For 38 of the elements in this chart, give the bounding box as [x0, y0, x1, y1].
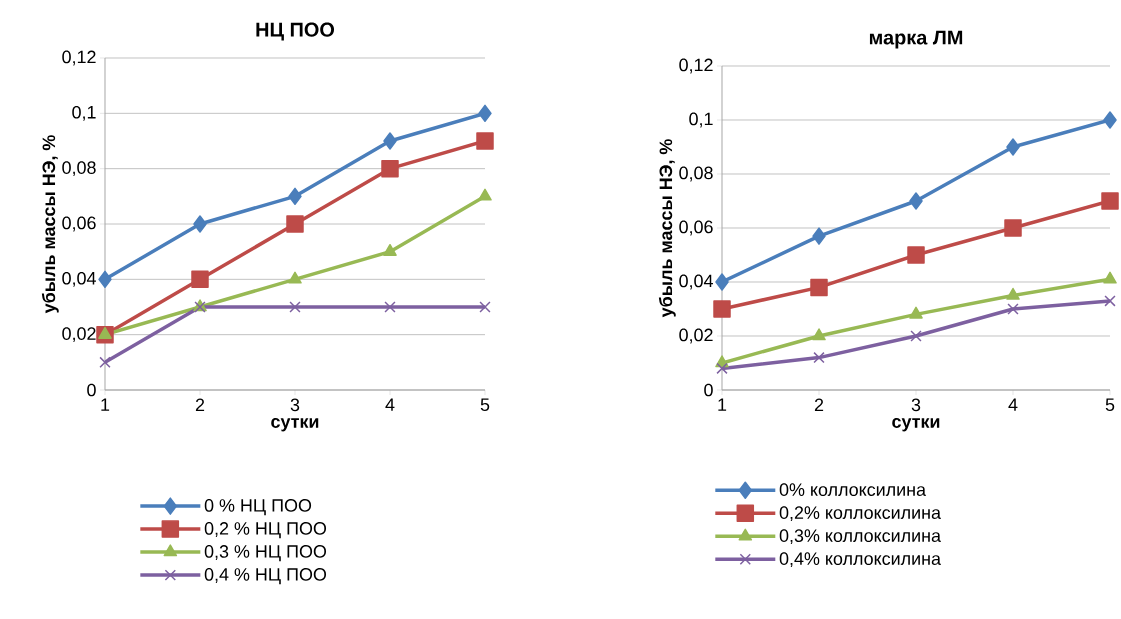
legend-label: 0,3 % НЦ ПОО — [204, 545, 327, 562]
chart-title: НЦ ПОО — [256, 22, 335, 41]
y-tick-label: 0,1 — [72, 105, 96, 121]
legend-label: 0% коллоксилина — [779, 483, 927, 496]
y-axis-title: убыль массы НЭ, % — [658, 139, 676, 318]
y-tick-label: 0,04 — [62, 271, 96, 287]
x-tick-label: 3 — [290, 398, 300, 412]
y-tick-label: 0,02 — [62, 327, 96, 343]
y-tick-label: 0,08 — [679, 166, 713, 182]
y-tick-label: 0,04 — [679, 274, 713, 290]
y-axis-title: убыль массы НЭ, % — [41, 135, 59, 314]
legend-label: 0 % НЦ ПОО — [204, 499, 312, 516]
x-tick-label: 2 — [814, 398, 824, 412]
x-tick-label: 1 — [101, 398, 110, 411]
x-axis-title: сутки — [271, 418, 319, 432]
y-tick-label: 0 — [87, 383, 96, 397]
y-tick-label: 0,1 — [689, 112, 713, 128]
x-tick-label: 5 — [1105, 398, 1115, 412]
x-tick-label: 1 — [718, 398, 727, 411]
x-tick-label: 3 — [911, 398, 921, 412]
legend-label: 0,3% коллоксилина — [779, 529, 941, 545]
chart-title: марка ЛМ — [869, 30, 963, 49]
y-tick-label: 0 — [704, 383, 713, 397]
x-tick-label: 4 — [385, 398, 395, 411]
y-tick-label: 0,06 — [62, 216, 96, 232]
legend-label: 0,4% коллоксилина — [779, 552, 941, 568]
y-tick-label: 0,06 — [679, 220, 713, 236]
x-tick-label: 5 — [480, 398, 490, 412]
y-tick-label: 0,12 — [62, 50, 96, 66]
y-tick-label: 0,12 — [679, 58, 713, 74]
y-tick-label: 0,08 — [62, 161, 96, 177]
y-tick-label: 0,02 — [679, 328, 713, 344]
legend-label: 0,4 % НЦ ПОО — [204, 568, 327, 585]
x-tick-label: 4 — [1008, 398, 1018, 411]
legend-label: 0,2 % НЦ ПОО — [204, 522, 327, 539]
x-axis-title: сутки — [892, 418, 940, 432]
x-tick-label: 2 — [195, 398, 205, 412]
legend-label: 0,2% коллоксилина — [779, 506, 941, 522]
